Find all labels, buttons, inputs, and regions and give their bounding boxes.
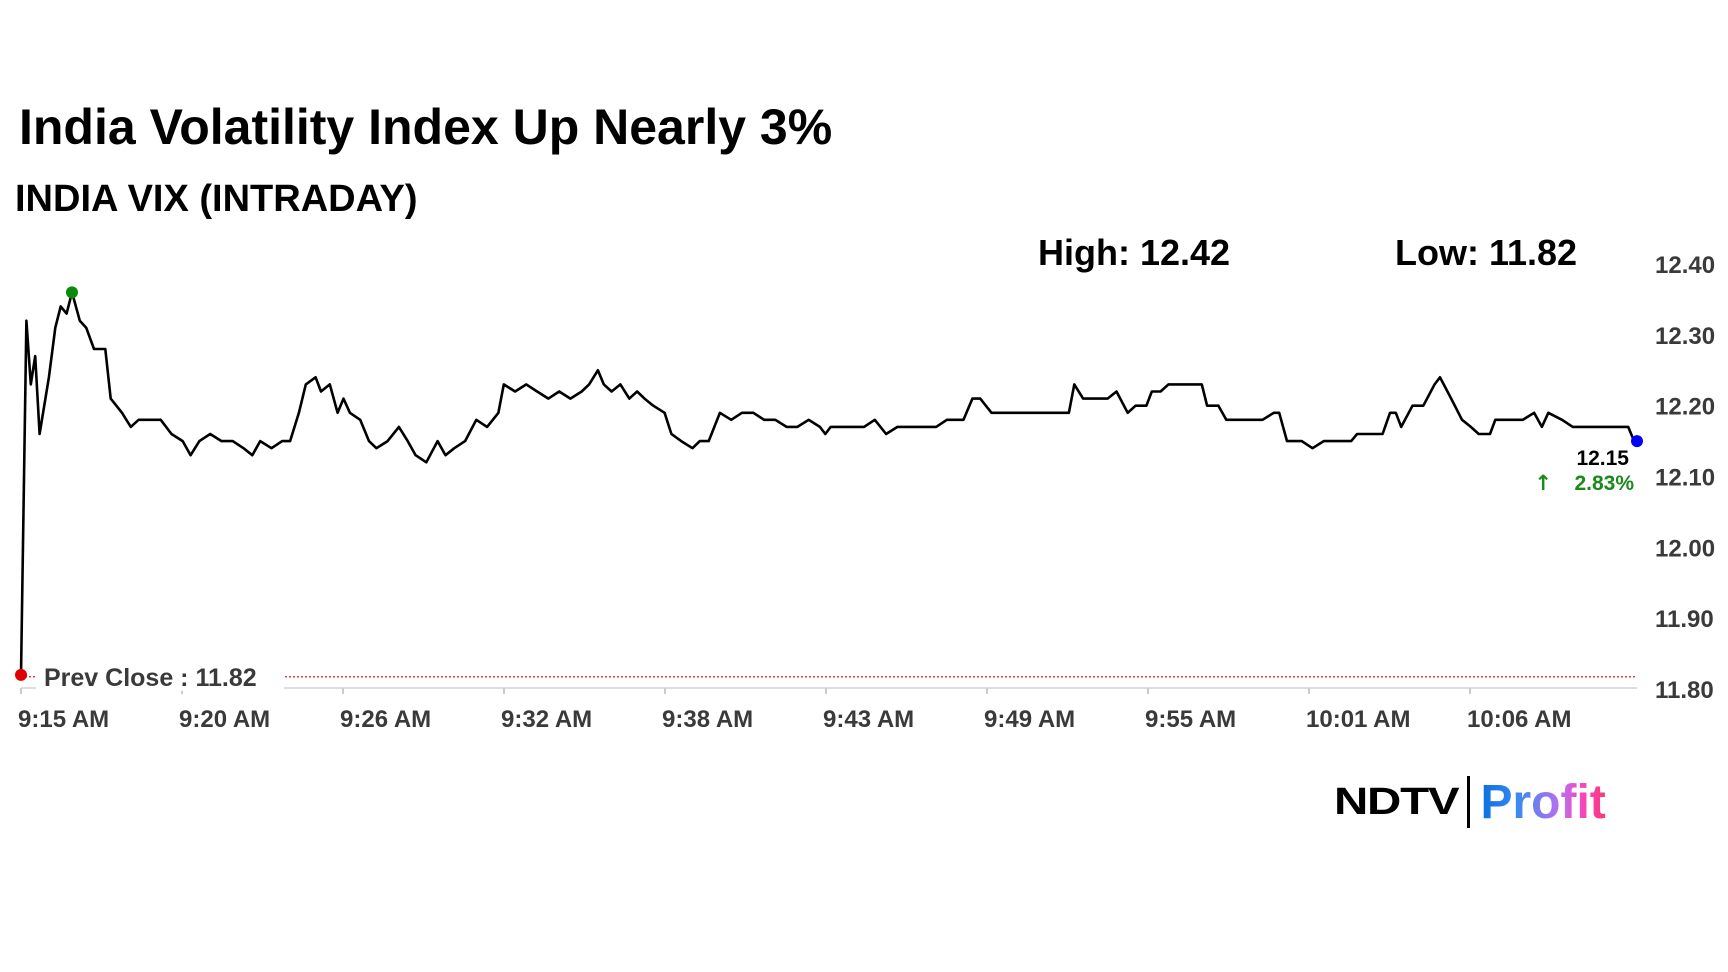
y-tick-label: 12.00 xyxy=(1655,535,1715,562)
vix-line xyxy=(19,291,1637,675)
x-tick-label: 10:06 AM xyxy=(1467,706,1571,733)
x-tick-label: 9:38 AM xyxy=(662,706,753,733)
y-tick-label: 12.30 xyxy=(1655,323,1715,350)
ndtv-profit-logo: NDTV Profit xyxy=(1334,772,1606,832)
logo-product: Profit xyxy=(1480,775,1606,829)
low-label: Low: 11.82 xyxy=(1395,232,1578,273)
x-tick-label: 9:32 AM xyxy=(501,706,592,733)
change-percent-label: 2.83% xyxy=(1574,472,1634,495)
x-tick-label: 9:55 AM xyxy=(1145,706,1236,733)
logo-divider xyxy=(1467,776,1471,828)
last-value-label: 12.15 xyxy=(1576,447,1629,470)
x-tick-label: 9:15 AM xyxy=(18,706,109,733)
x-tick-label: 9:49 AM xyxy=(984,706,1075,733)
x-tick-label: 9:20 AM xyxy=(179,706,270,733)
y-tick-label: 12.40 xyxy=(1655,252,1715,279)
y-tick-label: 11.80 xyxy=(1655,677,1714,704)
y-tick-label: 11.90 xyxy=(1655,606,1714,633)
x-tick-label: 9:26 AM xyxy=(340,706,431,733)
logo-brand: NDTV xyxy=(1334,780,1460,823)
x-tick-label: 9:43 AM xyxy=(823,706,914,733)
last-marker xyxy=(1631,435,1643,448)
prev-close-label-bg xyxy=(36,658,284,691)
x-tick-label: 10:01 AM xyxy=(1306,706,1410,733)
prev-close-label: Prev Close : 11.82 xyxy=(44,664,257,692)
arrow-up-icon: ↑ xyxy=(1534,471,1552,495)
high-label: High: 12.42 xyxy=(1038,232,1231,273)
y-tick-label: 12.10 xyxy=(1655,465,1715,492)
high-marker xyxy=(65,286,78,299)
y-tick-label: 12.20 xyxy=(1655,394,1715,421)
start-marker xyxy=(15,668,27,681)
page-title: India Volatility Index Up Nearly 3% xyxy=(19,99,833,155)
chart-subtitle: INDIA VIX (INTRADAY) xyxy=(15,178,418,220)
